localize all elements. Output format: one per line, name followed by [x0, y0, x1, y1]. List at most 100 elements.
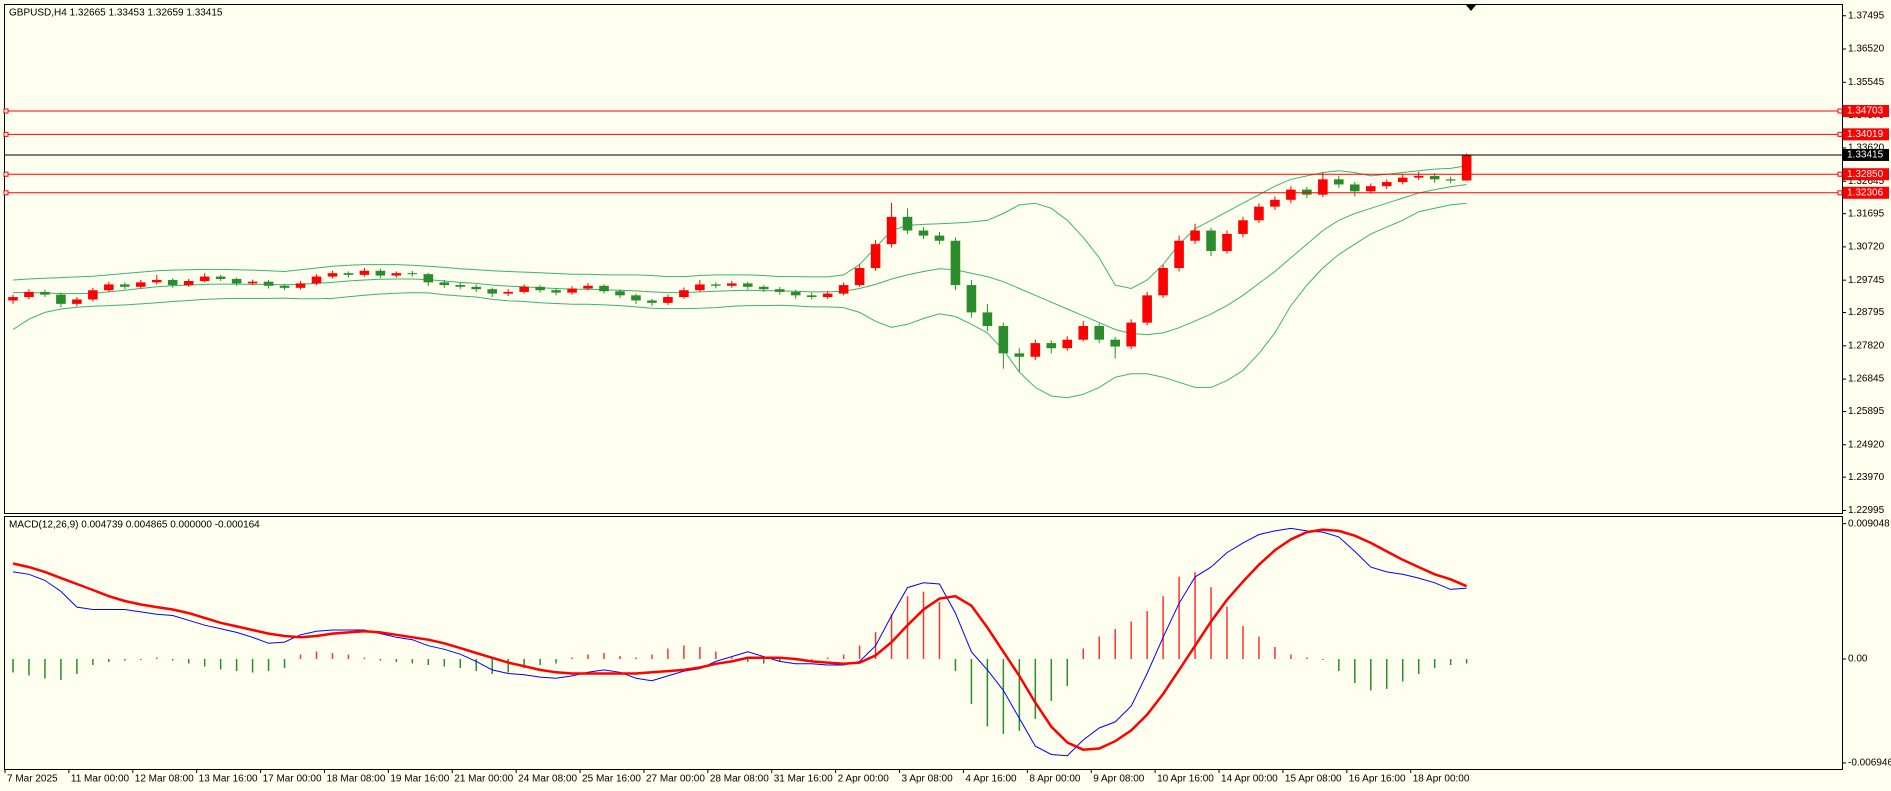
- candle-body: [247, 281, 258, 284]
- bollinger-middle: [13, 184, 1467, 336]
- x-tick-label: 7 Mar 2025: [7, 774, 58, 785]
- bollinger-upper: [12, 165, 1467, 290]
- y-tick-label: 1.22995: [1848, 505, 1885, 516]
- candle-body: [822, 293, 833, 298]
- y-tick-label: 1.23970: [1848, 472, 1885, 483]
- x-tick-label: 3 Apr 08:00: [902, 774, 954, 785]
- candle-body: [631, 295, 641, 301]
- candle-body: [918, 230, 929, 236]
- candle-body: [1110, 339, 1120, 347]
- candle-body: [838, 285, 849, 294]
- candle-body: [774, 289, 785, 292]
- candle-body: [471, 286, 482, 290]
- level-handle: [3, 190, 9, 196]
- level-label-box: [1843, 105, 1889, 118]
- level-label-box: [1843, 168, 1889, 181]
- candle-body: [583, 285, 593, 289]
- candle-body: [359, 270, 370, 275]
- x-tick-label: 31 Mar 16:00: [774, 774, 833, 785]
- level-handle: [3, 131, 9, 137]
- x-tick-label: 28 Mar 08:00: [710, 774, 769, 785]
- x-tick-label: 14 Apr 00:00: [1221, 774, 1278, 785]
- candle-body: [663, 297, 673, 303]
- candle-body: [711, 284, 721, 286]
- candle-body: [135, 282, 146, 287]
- candle-body: [503, 291, 513, 294]
- candle-body: [1413, 175, 1424, 178]
- macd-line: [12, 527, 1467, 757]
- candle-body: [215, 276, 226, 279]
- candle-body: [1094, 326, 1105, 340]
- main-pane: [4, 4, 1843, 514]
- candle-body: [231, 278, 242, 284]
- level-label-box: [1843, 128, 1889, 141]
- x-tick-label: 11 Mar 00:00: [71, 774, 130, 785]
- candle-body: [1046, 343, 1057, 349]
- level-label: 1.32850: [1847, 169, 1884, 180]
- candle-body: [758, 286, 769, 290]
- candle-body: [1397, 177, 1408, 183]
- level-handle: [3, 171, 9, 177]
- candle-body: [455, 285, 466, 287]
- candle-body: [1445, 179, 1456, 181]
- indicator-label: MACD(12,26,9) 0.004739 0.004865 0.000000…: [9, 520, 260, 531]
- candle-body: [1206, 230, 1216, 251]
- candle-body: [40, 291, 50, 295]
- candle-body: [88, 290, 98, 300]
- candle-body: [886, 216, 897, 245]
- candle-body: [375, 270, 386, 276]
- candle-body: [806, 295, 817, 298]
- candle-body: [327, 273, 338, 277]
- candle-body: [1014, 353, 1025, 357]
- candle-body: [343, 273, 354, 275]
- candle-body: [870, 244, 881, 269]
- candle-body: [742, 283, 753, 287]
- y-tick-label: 1.36520: [1848, 44, 1885, 55]
- candle-body: [199, 276, 210, 282]
- x-tick-label: 19 Mar 16:00: [390, 774, 449, 785]
- candle-body: [1238, 220, 1248, 234]
- x-tick-label: 8 Apr 00:00: [1029, 774, 1081, 785]
- y-tick-label: 1.26845: [1848, 374, 1885, 385]
- level-handle: [1837, 108, 1843, 114]
- candle-body: [311, 276, 322, 284]
- macd-y-tick-label: 0.009048: [1848, 518, 1890, 529]
- candle-body: [998, 326, 1009, 354]
- x-tick-label: 18 Mar 08:00: [326, 774, 385, 785]
- level-label: 1.32306: [1847, 187, 1884, 198]
- candle-body: [1030, 343, 1041, 357]
- candle-body: [982, 312, 993, 327]
- current-price-label: 1.33415: [1847, 150, 1884, 161]
- y-tick-label: 1.25895: [1848, 406, 1885, 417]
- shift-marker: [1466, 5, 1476, 11]
- candle-body: [1078, 326, 1089, 340]
- candle-body: [1381, 182, 1392, 187]
- level-handle: [1837, 131, 1843, 137]
- candle-body: [966, 285, 977, 313]
- candle-body: [599, 285, 609, 292]
- x-tick-label: 17 Mar 00:00: [263, 774, 322, 785]
- candle-body: [24, 291, 34, 298]
- candle-body: [902, 216, 913, 231]
- candle-body: [1142, 295, 1152, 323]
- candle-body: [167, 279, 178, 286]
- current-price-label-box: [1843, 148, 1889, 161]
- x-tick-label: 21 Mar 00:00: [454, 774, 513, 785]
- y-tick-label: 1.32645: [1848, 176, 1885, 187]
- candle-body: [1222, 233, 1232, 251]
- candle-body: [1429, 175, 1440, 180]
- candle-body: [1254, 206, 1264, 221]
- candle-body: [551, 290, 561, 293]
- candle-body: [1270, 199, 1280, 207]
- candle-body: [1126, 322, 1136, 347]
- x-tick-label: 25 Mar 16:00: [582, 774, 641, 785]
- candle-body: [183, 281, 194, 286]
- candle-body: [1365, 186, 1376, 192]
- x-tick-label: 27 Mar 00:00: [646, 774, 705, 785]
- x-tick-label: 12 Mar 08:00: [135, 774, 194, 785]
- x-tick-label: 10 Apr 16:00: [1157, 774, 1214, 785]
- macd-y-tick-label: -0.006946: [1848, 758, 1891, 769]
- x-tick-label: 2 Apr 00:00: [838, 774, 890, 785]
- candle-body: [295, 283, 306, 288]
- candle-body: [615, 291, 625, 296]
